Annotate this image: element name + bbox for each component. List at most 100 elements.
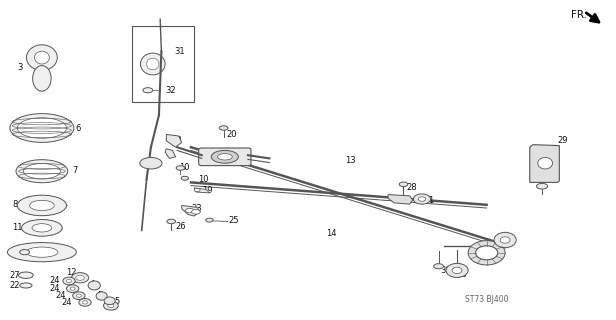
- Ellipse shape: [71, 273, 89, 283]
- Polygon shape: [388, 195, 413, 204]
- Text: 10: 10: [198, 175, 209, 184]
- Ellipse shape: [16, 160, 68, 183]
- Polygon shape: [182, 205, 200, 216]
- Ellipse shape: [167, 219, 176, 224]
- Text: 4: 4: [89, 280, 95, 289]
- Text: 1: 1: [428, 196, 434, 205]
- Ellipse shape: [76, 294, 81, 297]
- Polygon shape: [194, 188, 209, 193]
- Ellipse shape: [32, 224, 52, 232]
- Ellipse shape: [83, 301, 87, 304]
- Ellipse shape: [418, 197, 426, 201]
- Bar: [132, 26, 194, 102]
- Ellipse shape: [26, 45, 57, 70]
- Ellipse shape: [76, 275, 84, 280]
- Ellipse shape: [452, 267, 462, 274]
- Text: 7: 7: [73, 166, 78, 175]
- Text: 8: 8: [12, 200, 18, 209]
- Text: 20: 20: [227, 130, 237, 139]
- Ellipse shape: [10, 114, 74, 142]
- Text: 25: 25: [228, 216, 238, 225]
- Text: 26: 26: [176, 222, 186, 231]
- Ellipse shape: [413, 194, 431, 204]
- Ellipse shape: [476, 246, 498, 260]
- Text: 2: 2: [144, 61, 149, 70]
- Text: 24: 24: [62, 298, 72, 307]
- Text: 6: 6: [75, 124, 81, 132]
- Ellipse shape: [63, 277, 75, 285]
- Ellipse shape: [446, 263, 468, 277]
- Ellipse shape: [88, 281, 100, 290]
- Ellipse shape: [143, 88, 153, 93]
- Text: 18: 18: [171, 136, 182, 145]
- Text: 29: 29: [557, 136, 568, 145]
- Ellipse shape: [17, 195, 67, 216]
- Text: 11: 11: [12, 223, 23, 232]
- Ellipse shape: [185, 208, 194, 213]
- Text: 27: 27: [10, 271, 20, 280]
- Text: 13: 13: [345, 156, 355, 164]
- Ellipse shape: [17, 118, 67, 138]
- Text: 17: 17: [503, 239, 513, 248]
- Ellipse shape: [103, 301, 118, 310]
- FancyBboxPatch shape: [198, 148, 251, 166]
- Text: 4: 4: [108, 302, 113, 311]
- Ellipse shape: [7, 243, 76, 262]
- Text: 24: 24: [55, 291, 66, 300]
- Text: 14: 14: [326, 229, 337, 238]
- Text: 21: 21: [547, 168, 557, 177]
- Text: 9: 9: [12, 247, 18, 256]
- Ellipse shape: [18, 272, 33, 278]
- Ellipse shape: [73, 292, 85, 300]
- Ellipse shape: [211, 150, 238, 163]
- Ellipse shape: [96, 292, 107, 300]
- Text: 30: 30: [440, 266, 450, 275]
- Ellipse shape: [500, 237, 510, 243]
- Text: 24: 24: [49, 284, 60, 293]
- Ellipse shape: [206, 218, 213, 222]
- Ellipse shape: [537, 183, 548, 189]
- Ellipse shape: [140, 157, 162, 169]
- Polygon shape: [165, 149, 176, 158]
- Text: 12: 12: [66, 268, 76, 277]
- Ellipse shape: [20, 250, 30, 255]
- Ellipse shape: [30, 200, 54, 211]
- Ellipse shape: [26, 247, 58, 257]
- Ellipse shape: [79, 299, 91, 306]
- Text: 24: 24: [49, 276, 60, 285]
- Ellipse shape: [22, 220, 62, 236]
- Ellipse shape: [434, 264, 444, 269]
- Text: 19: 19: [202, 186, 213, 195]
- Ellipse shape: [147, 58, 159, 70]
- Ellipse shape: [108, 304, 114, 308]
- Ellipse shape: [176, 166, 185, 170]
- Polygon shape: [166, 134, 182, 147]
- Polygon shape: [530, 145, 559, 182]
- Ellipse shape: [67, 279, 71, 283]
- Text: 10: 10: [179, 163, 189, 172]
- Text: 31: 31: [174, 47, 185, 56]
- Ellipse shape: [217, 154, 232, 160]
- Ellipse shape: [194, 188, 200, 192]
- Ellipse shape: [468, 241, 505, 265]
- Text: 22: 22: [10, 281, 20, 290]
- Text: 23: 23: [191, 204, 201, 213]
- Text: ST73 BJ400: ST73 BJ400: [465, 295, 509, 304]
- Ellipse shape: [538, 157, 553, 169]
- Text: 5: 5: [114, 297, 120, 306]
- Text: 16: 16: [456, 270, 466, 279]
- Ellipse shape: [67, 285, 79, 292]
- Ellipse shape: [33, 66, 51, 91]
- Text: 32: 32: [165, 86, 176, 95]
- Text: 15: 15: [477, 255, 488, 264]
- Ellipse shape: [34, 51, 49, 64]
- Ellipse shape: [219, 126, 228, 130]
- Ellipse shape: [181, 176, 188, 180]
- Ellipse shape: [140, 53, 165, 75]
- Ellipse shape: [399, 182, 408, 187]
- Ellipse shape: [70, 287, 75, 290]
- Ellipse shape: [104, 297, 115, 305]
- Ellipse shape: [494, 232, 516, 248]
- Text: FR.: FR.: [571, 10, 587, 20]
- Text: 28: 28: [407, 183, 417, 192]
